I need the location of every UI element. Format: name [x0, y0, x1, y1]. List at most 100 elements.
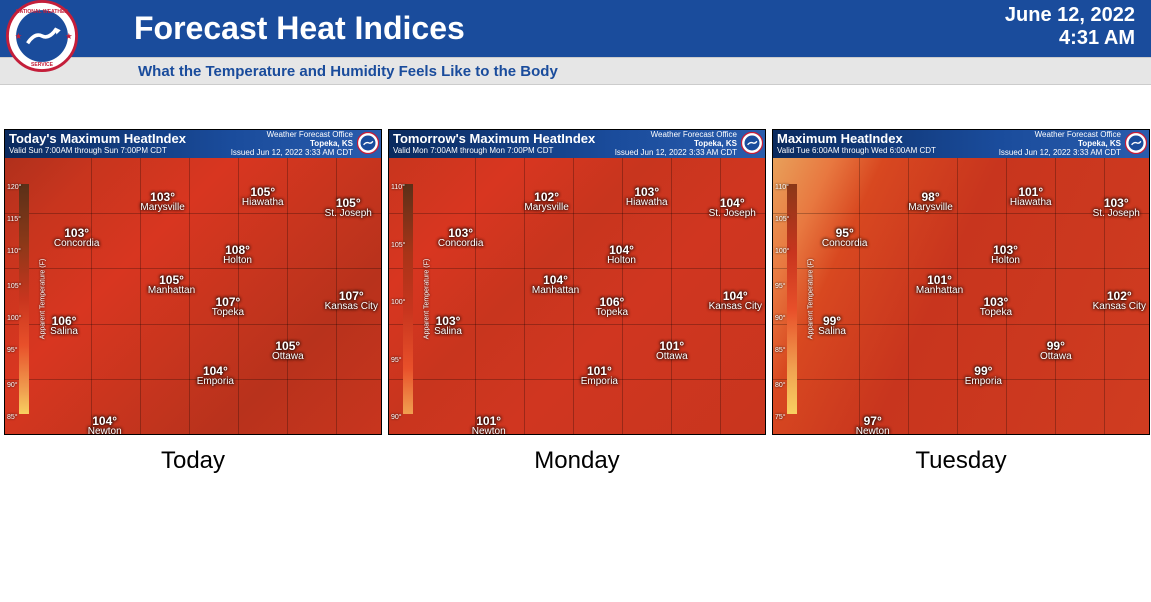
city-name: Hiawatha: [626, 198, 668, 208]
city-name: Salina: [434, 327, 462, 337]
map-frame: Maximum HeatIndex Valid Tue 6:00AM throu…: [772, 129, 1150, 435]
city-label: 105° Ottawa: [272, 340, 304, 362]
city-temp: 97°: [856, 415, 890, 427]
city-temp: 105°: [242, 186, 284, 198]
svg-text:SERVICE: SERVICE: [31, 62, 54, 68]
scale-tick: 95°: [7, 347, 21, 354]
city-name: Salina: [50, 327, 78, 337]
scale-axis-label: Apparent Temperature (F): [40, 259, 47, 339]
scale-tick: 90°: [775, 315, 789, 322]
scale-tick: 105°: [775, 216, 789, 223]
city-name: Manhattan: [148, 286, 195, 296]
scale-tick: 120°: [7, 184, 21, 191]
header-time: 4:31 AM: [1005, 27, 1135, 50]
scale-tick: 90°: [7, 382, 21, 389]
city-label: 103° Topeka: [980, 296, 1012, 318]
city-name: Newton: [856, 427, 890, 435]
scale-tick: 105°: [391, 242, 405, 249]
map-header: Today's Maximum HeatIndex Valid Sun 7:00…: [5, 130, 381, 158]
map-valid-time: Valid Mon 7:00AM through Mon 7:00PM CDT: [393, 146, 553, 155]
city-name: Marysville: [908, 203, 952, 213]
city-name: Salina: [818, 327, 846, 337]
scale-tick: 90°: [391, 414, 405, 421]
city-temp: 103°: [626, 186, 668, 198]
city-label: 107° Topeka: [212, 296, 244, 318]
map-office: Weather Forecast OfficeTopeka, KSIssued …: [231, 131, 353, 157]
city-label: 99° Salina: [818, 315, 846, 337]
city-name: Concordia: [54, 239, 100, 249]
city-temp: 101°: [1010, 186, 1052, 198]
city-name: Ottawa: [656, 352, 688, 362]
city-label: 105° Hiawatha: [242, 186, 284, 208]
city-label: 101° Manhattan: [916, 274, 963, 296]
map-card: Today's Maximum HeatIndex Valid Sun 7:00…: [4, 129, 382, 475]
city-label: 105° Manhattan: [148, 274, 195, 296]
map-title: Maximum HeatIndex: [777, 131, 903, 146]
scale-tick: 95°: [391, 357, 405, 364]
city-name: Holton: [991, 256, 1020, 266]
city-temp: 105°: [325, 197, 372, 209]
city-label: 101° Hiawatha: [1010, 186, 1052, 208]
city-name: Emporia: [965, 377, 1002, 387]
temperature-scale: Apparent Temperature (F) 110°105°100°95°…: [777, 184, 801, 414]
city-label: 103° Salina: [434, 315, 462, 337]
maps-row: Today's Maximum HeatIndex Valid Sun 7:00…: [0, 85, 1151, 475]
city-label: 106° Topeka: [596, 296, 628, 318]
city-name: Newton: [472, 427, 506, 435]
city-label: 104° Newton: [88, 415, 122, 435]
city-label: 95° Concordia: [822, 227, 868, 249]
city-label: 99° Ottawa: [1040, 340, 1072, 362]
sub-header-text: What the Temperature and Humidity Feels …: [138, 63, 558, 80]
city-label: 105° St. Joseph: [325, 197, 372, 219]
city-name: Marysville: [524, 203, 568, 213]
page-title: Forecast Heat Indices: [134, 10, 465, 47]
city-label: 101° Ottawa: [656, 340, 688, 362]
city-label: 97° Newton: [856, 415, 890, 435]
map-valid-time: Valid Tue 6:00AM through Wed 6:00AM CDT: [777, 146, 936, 155]
map-title: Today's Maximum HeatIndex: [9, 131, 186, 146]
map-office: Weather Forecast OfficeTopeka, KSIssued …: [615, 131, 737, 157]
city-name: St. Joseph: [709, 209, 756, 219]
city-label: 103° Hiawatha: [626, 186, 668, 208]
nws-logo-icon: [1125, 132, 1147, 154]
city-temp: 108°: [223, 244, 252, 256]
city-temp: 101°: [472, 415, 506, 427]
map-valid-time: Valid Sun 7:00AM through Sun 7:00PM CDT: [9, 146, 167, 155]
city-name: Newton: [88, 427, 122, 435]
nws-logo: NATIONAL WEATHER SERVICE ★ ★: [6, 0, 78, 72]
city-name: Concordia: [438, 239, 484, 249]
city-name: Emporia: [581, 377, 618, 387]
map-body: Apparent Temperature (F) 110°105°100°95°…: [389, 158, 765, 434]
sub-header-bar: What the Temperature and Humidity Feels …: [0, 57, 1151, 85]
header-date: June 12, 2022: [1005, 4, 1135, 27]
temperature-scale: Apparent Temperature (F) 120°115°110°105…: [9, 184, 33, 414]
city-name: Kansas City: [1093, 302, 1146, 312]
city-name: Topeka: [212, 308, 244, 318]
day-label: Tuesday: [772, 447, 1150, 475]
scale-tick: 110°: [7, 248, 21, 255]
city-label: 104° Kansas City: [709, 290, 762, 312]
city-label: 103° Concordia: [438, 227, 484, 249]
map-frame: Tomorrow's Maximum HeatIndex Valid Mon 7…: [388, 129, 766, 435]
map-frame: Today's Maximum HeatIndex Valid Sun 7:00…: [4, 129, 382, 435]
scale-tick: 85°: [7, 414, 21, 421]
svg-text:★: ★: [65, 31, 73, 41]
scale-tick: 105°: [7, 283, 21, 290]
city-label: 103° Marysville: [140, 191, 184, 213]
header-bar: NATIONAL WEATHER SERVICE ★ ★ Forecast He…: [0, 0, 1151, 57]
scale-tick: 100°: [391, 299, 405, 306]
scale-axis-label: Apparent Temperature (F): [424, 259, 431, 339]
nws-logo-icon: [357, 132, 379, 154]
city-name: Hiawatha: [1010, 198, 1052, 208]
city-label: 108° Holton: [223, 244, 252, 266]
city-label: 103° Concordia: [54, 227, 100, 249]
map-title: Tomorrow's Maximum HeatIndex: [393, 131, 595, 146]
city-name: Emporia: [197, 377, 234, 387]
city-name: Ottawa: [272, 352, 304, 362]
city-label: 103° Holton: [991, 244, 1020, 266]
city-label: 103° St. Joseph: [1093, 197, 1140, 219]
city-label: 104° Holton: [607, 244, 636, 266]
city-label: 101° Newton: [472, 415, 506, 435]
city-name: Holton: [223, 256, 252, 266]
scale-tick: 110°: [775, 184, 789, 191]
